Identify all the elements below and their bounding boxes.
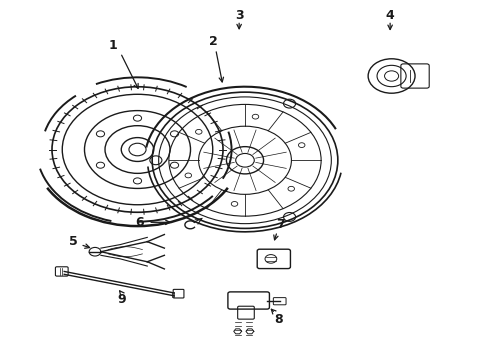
Text: 8: 8 <box>274 312 283 326</box>
Text: 6: 6 <box>136 216 144 229</box>
Text: 9: 9 <box>118 293 126 306</box>
Text: 5: 5 <box>69 235 77 248</box>
Text: 4: 4 <box>386 9 394 22</box>
Text: 3: 3 <box>235 9 244 22</box>
Text: 2: 2 <box>209 35 218 49</box>
Text: 1: 1 <box>109 39 118 52</box>
Text: 7: 7 <box>276 218 285 231</box>
